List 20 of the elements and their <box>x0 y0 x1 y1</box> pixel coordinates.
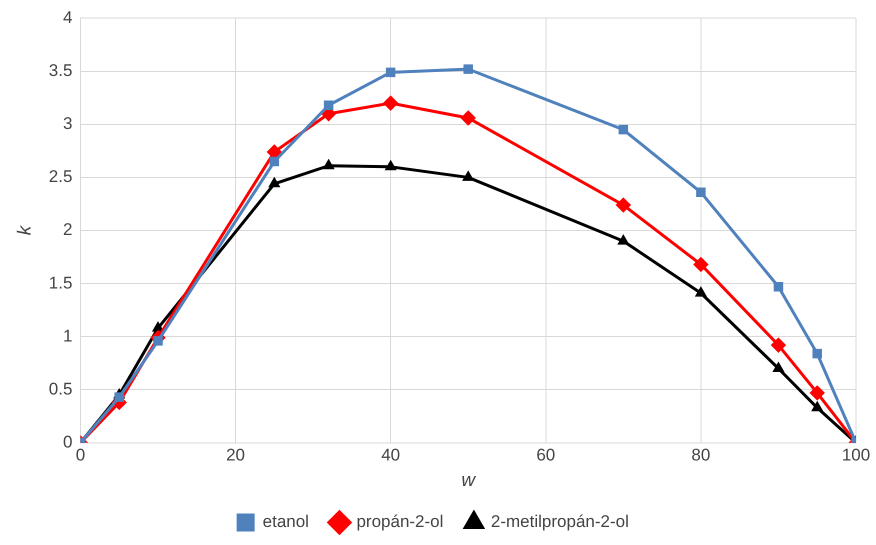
y-tick-label: 0.5 <box>48 379 72 398</box>
x-tick-label: 100 <box>842 446 870 465</box>
y-axis-title: k <box>14 224 36 236</box>
legend-label: etanol <box>262 512 309 532</box>
legend-label: propán-2-ol <box>356 512 444 532</box>
y-tick-label: 1.5 <box>48 273 72 292</box>
x-tick-label: 40 <box>381 446 400 465</box>
y-tick-label: 2.5 <box>48 167 72 186</box>
y-tick-label: 0 <box>62 432 72 452</box>
x-tick-label: 20 <box>226 446 246 465</box>
y-tick-label: 3.5 <box>48 60 72 80</box>
x-tick-label: 0 <box>76 446 86 465</box>
y-tick-label: 4 <box>62 8 72 27</box>
y-tick-label: 3 <box>62 114 72 134</box>
x-tick-label: 80 <box>691 446 710 465</box>
x-tick-label: 60 <box>536 446 556 465</box>
y-tick-label: 2 <box>62 220 72 240</box>
y-tick-label: 1 <box>62 326 72 346</box>
legend-label: 2-metilpropán-2-ol <box>490 512 629 532</box>
x-axis-title: w <box>461 470 476 491</box>
